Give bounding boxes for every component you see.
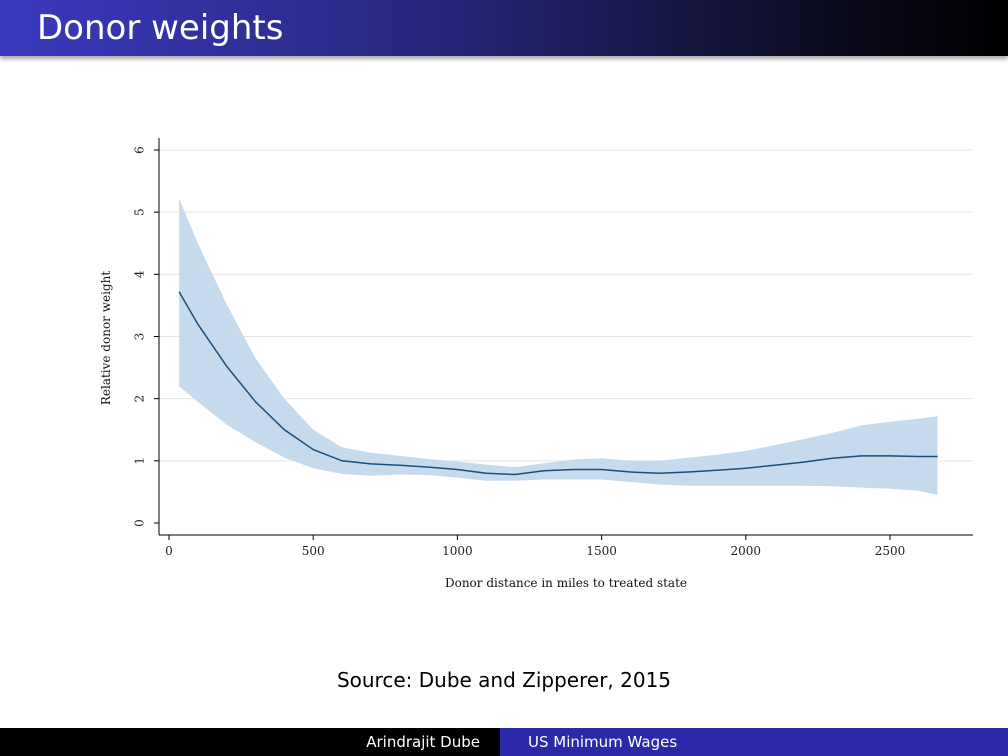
chart: 0 1 2 3 4 5 6 0 500 1000 1500 2000 2500 Donor distan… (0, 120, 1008, 600)
x-tick-label: 2000 (731, 544, 762, 558)
x-tick-label: 0 (165, 544, 173, 558)
chart-svg: 0 1 2 3 4 5 6 0 500 1000 1500 2000 2500 Donor distan… (99, 138, 973, 590)
y-tick-label: 5 (133, 208, 147, 216)
x-tick-label: 2500 (875, 544, 906, 558)
x-tick-label: 1500 (586, 544, 617, 558)
y-tick-label: 3 (133, 333, 147, 341)
x-tick-label: 500 (302, 544, 325, 558)
y-tick-label: 1 (133, 457, 147, 465)
y-axis-label: Relative donor weight (99, 271, 113, 406)
y-tick-label: 4 (133, 270, 147, 278)
fitted-line (178, 291, 938, 476)
source-citation: Source: Dube and Zipperer, 2015 (336, 668, 672, 692)
x-axis-label: Donor distance in miles to treated state (445, 576, 687, 590)
confidence-band (179, 198, 938, 495)
x-tick-label: 1000 (442, 544, 473, 558)
title-bar: Donor weights (0, 0, 1008, 56)
footer: Arindrajit Dube US Minimum Wages (0, 728, 1008, 756)
y-tick-label: 2 (133, 395, 147, 403)
footer-author: Arindrajit Dube (0, 728, 500, 756)
y-tick-label: 0 (133, 519, 147, 527)
slide-title: Donor weights (37, 8, 284, 48)
y-tick-label: 6 (133, 146, 147, 154)
footer-topic: US Minimum Wages (500, 728, 1008, 756)
axis-layer: 0 1 2 3 4 5 6 0 500 1000 1500 2000 2500 (133, 138, 973, 558)
